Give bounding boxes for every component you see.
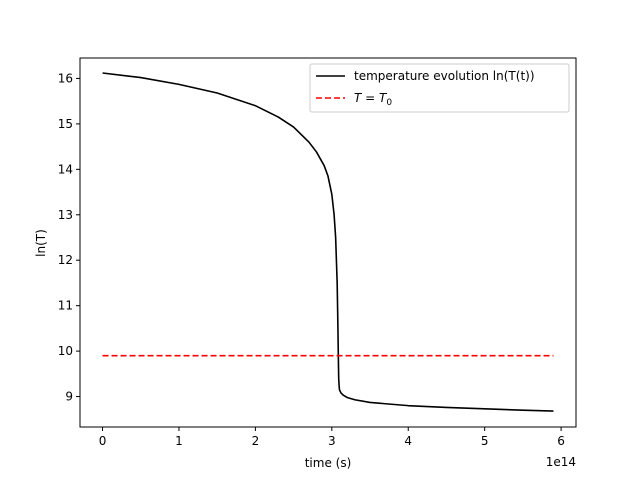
- x-tick-label: 0: [99, 434, 107, 448]
- legend-label-t0: T = T0: [354, 91, 392, 108]
- y-tick-label: 12: [58, 253, 73, 267]
- x-tick-label: 4: [404, 434, 412, 448]
- series-line-0: [102, 72, 554, 412]
- legend: temperature evolution ln(T(t)) T = T0: [309, 63, 570, 113]
- y-tick-label: 13: [58, 208, 73, 222]
- legend-box: [309, 63, 570, 113]
- x-tick-label: 2: [252, 434, 260, 448]
- x-tick-label: 3: [328, 434, 336, 448]
- x-axis-label: time (s): [305, 456, 352, 470]
- y-tick-label: 11: [58, 299, 73, 313]
- y-tick-label: 9: [65, 390, 73, 404]
- x-tick-label: 1: [175, 434, 183, 448]
- y-tick-label: 15: [58, 117, 73, 131]
- y-axis-label: ln(T): [34, 229, 48, 257]
- legend-label-temperature: temperature evolution ln(T(t)): [354, 69, 535, 83]
- y-tick-label: 16: [58, 71, 73, 85]
- x-offset-label: 1e14: [546, 455, 576, 469]
- x-tick-label: 5: [481, 434, 489, 448]
- y-tick-label: 10: [58, 344, 73, 358]
- y-tick-label: 14: [58, 162, 73, 176]
- x-tick-label: 6: [557, 434, 565, 448]
- axes-frame: [79, 57, 577, 428]
- plot-area: [102, 72, 554, 412]
